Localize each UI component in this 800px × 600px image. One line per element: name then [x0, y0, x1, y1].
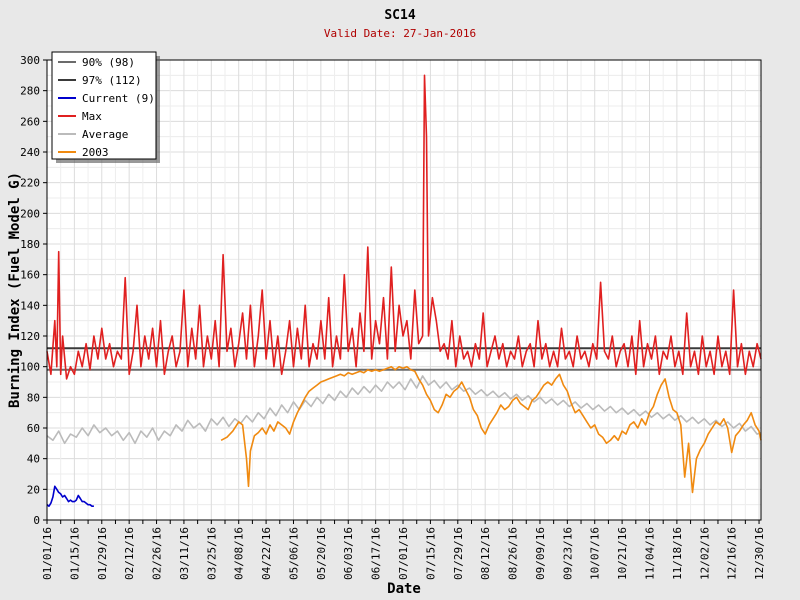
y-tick-label: 40: [27, 453, 40, 466]
y-tick-label: 180: [20, 238, 40, 251]
x-tick-label: 03/25/16: [205, 527, 218, 580]
y-tick-label: 0: [33, 514, 40, 527]
series-layer: [46, 74, 762, 508]
x-tick-label: 05/20/16: [315, 527, 328, 580]
legend-label-max: Max: [82, 110, 102, 123]
legend-label-97-112: 97% (112): [82, 74, 142, 87]
x-tick-label: 02/26/16: [151, 527, 164, 580]
legend: 90% (98) 97% (112) Current (9) Max Average 20…: [51, 51, 160, 163]
x-tick-label: 04/22/16: [260, 527, 273, 580]
series-line-average: [46, 375, 762, 445]
x-tick-label: 08/12/16: [479, 527, 492, 580]
y-axis-label: Burning Index (Fuel Model G): [7, 172, 23, 408]
x-tick-label: 07/01/16: [397, 527, 410, 580]
x-tick-label: 09/23/16: [561, 527, 574, 580]
series-line-2003: [220, 365, 762, 494]
x-tick-label: 12/30/16: [753, 527, 766, 580]
x-tick-label: 09/09/16: [534, 527, 547, 580]
y-tick-label: 300: [20, 54, 40, 67]
legend-items: 90% (98) 97% (112) Current (9) Max Average 20…: [58, 56, 155, 159]
legend-label-current-9: Current (9): [82, 92, 155, 105]
y-tick-label: 60: [27, 422, 40, 435]
plot-border: [46, 59, 762, 521]
legend-label-90-98: 90% (98): [82, 56, 135, 69]
x-tick-label: 06/17/16: [370, 527, 383, 580]
y-tick-layer: 0 20 40 60 80 100 120 140 160 180 200 220 240 260 280 3…: [20, 54, 47, 527]
x-tick-label: 01/29/16: [96, 527, 109, 580]
y-tick-label: 220: [20, 177, 40, 190]
x-tick-label: 05/06/16: [287, 527, 300, 580]
y-tick-label: 200: [20, 207, 40, 220]
y-tick-label: 140: [20, 299, 40, 312]
x-tick-label: 01/01/16: [41, 527, 54, 580]
x-tick-label: 12/02/16: [698, 527, 711, 580]
x-tick-label: 07/15/16: [424, 527, 437, 580]
x-tick-layer: 01/01/16 01/15/16 01/29/16 02/12/16 02/26/16…: [41, 520, 766, 580]
x-tick-label: 10/07/16: [589, 527, 602, 580]
x-tick-label: 04/08/16: [233, 527, 246, 580]
y-tick-label: 120: [20, 330, 40, 343]
y-tick-label: 160: [20, 269, 40, 282]
x-tick-label: 07/29/16: [452, 527, 465, 580]
legend-box: [51, 51, 157, 160]
x-tick-label: 06/03/16: [342, 527, 355, 580]
x-tick-label: 11/18/16: [671, 527, 684, 580]
y-tick-label: 20: [27, 483, 40, 496]
y-tick-label: 240: [20, 146, 40, 159]
x-axis-label: Date: [387, 581, 421, 597]
x-tick-label: 12/16/16: [726, 527, 739, 580]
x-tick-label: 03/11/16: [178, 527, 191, 580]
y-tick-label: 280: [20, 85, 40, 98]
chart-title: SC14: [384, 8, 415, 23]
series-line-current-9: [46, 485, 94, 508]
legend-label-2003: 2003: [82, 146, 109, 159]
x-tick-label: 11/04/16: [643, 527, 656, 580]
y-tick-label: 260: [20, 115, 40, 128]
x-tick-label: 08/26/16: [507, 527, 520, 580]
x-tick-label: 01/15/16: [68, 527, 81, 580]
y-tick-label: 100: [20, 361, 40, 374]
chart-subtitle: Valid Date: 27-Jan-2016: [324, 27, 476, 40]
legend-label-average: Average: [82, 128, 128, 141]
y-tick-label: 80: [27, 391, 40, 404]
series-line-max: [46, 74, 762, 380]
x-tick-label: 10/21/16: [616, 527, 629, 580]
x-tick-label: 02/12/16: [123, 527, 136, 580]
